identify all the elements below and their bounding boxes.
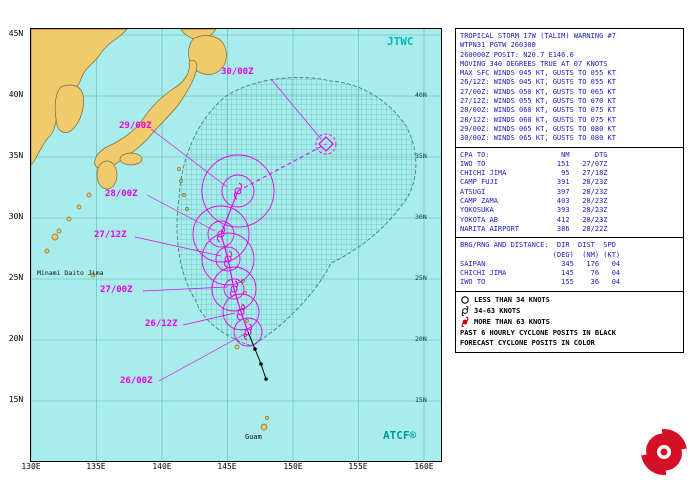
lat-label-40n: 40N xyxy=(8,90,24,99)
mariana-islands xyxy=(260,416,269,431)
lat-right-30n: 30N xyxy=(415,213,427,221)
legend-label: 34-63 KNOTS xyxy=(474,306,521,315)
legend-label: MORE THAN 63 KNOTS xyxy=(474,317,550,326)
typhoon-symbol-icon xyxy=(461,317,469,328)
warning-text-panel: TROPICAL STORM 17W (TALIM) WARNING #7 WT… xyxy=(455,28,684,353)
track-label-27-00z: 27/00Z xyxy=(100,285,133,295)
legend-section: LESS THAN 34 KNOTS 34-63 KNOTS MORE THAN… xyxy=(455,290,684,353)
track-label-30-00z: 30/00Z xyxy=(221,67,254,77)
lat-right-15n: 15N xyxy=(415,396,427,404)
track-label-29-00z: 29/00Z xyxy=(119,121,152,131)
landmasses xyxy=(31,29,269,431)
past-track xyxy=(247,331,268,381)
legend-item-ts: 34-63 KNOTS xyxy=(460,306,679,317)
track-label-26-12z: 26/12Z xyxy=(145,319,178,329)
lon-label-140e: 140E xyxy=(152,462,172,471)
lat-right-25n: 25N xyxy=(415,274,427,282)
lon-label-130e: 130E xyxy=(21,462,41,471)
lat-right-35n: 35N xyxy=(415,152,427,160)
lat-label-30n: 30N xyxy=(8,212,24,221)
legend-label: LESS THAN 34 KNOTS xyxy=(474,295,550,304)
bearing-range-table: BRG/RNG AND DISTANCE: DIR DIST SPD (DEG)… xyxy=(460,241,621,287)
typhoon-logo xyxy=(641,428,687,476)
map-canvas xyxy=(31,29,441,461)
cpa-section: CPA TO: NM DTG IWO TO 151 27/07Z CHICHI … xyxy=(455,146,684,239)
warning-text: TROPICAL STORM 17W (TALIM) WARNING #7 WT… xyxy=(460,32,616,143)
open-circle-icon xyxy=(461,296,469,304)
lon-label-150e: 150E xyxy=(283,462,303,471)
leader-lines xyxy=(134,78,322,382)
lon-label-145e: 145E xyxy=(217,462,237,471)
land-hokkaido xyxy=(188,35,227,75)
legend-note-forecast: FORECAST CYCLONE POSITS IN COLOR xyxy=(460,339,595,348)
lon-label-135e: 135E xyxy=(86,462,106,471)
track-map: 30/00Z 29/00Z 28/00Z 27/12Z 27/00Z 26/12… xyxy=(30,28,442,462)
warning-header-section: TROPICAL STORM 17W (TALIM) WARNING #7 WT… xyxy=(455,28,684,148)
lat-right-40n: 40N xyxy=(415,91,427,99)
lat-label-15n: 15N xyxy=(8,395,24,404)
lat-label-25n: 25N xyxy=(8,273,24,282)
lat-label-45n: 45N xyxy=(8,29,24,38)
ryukyu-islands xyxy=(44,192,92,254)
lat-label-20n: 20N xyxy=(8,334,24,343)
land-shikoku xyxy=(119,152,143,166)
cpa-table: CPA TO: NM DTG IWO TO 151 27/07Z CHICHI … xyxy=(460,150,608,233)
lat-right-20n: 20N xyxy=(415,335,427,343)
legend-note-past: PAST 6 HOURLY CYCLONE POSITS IN BLACK xyxy=(460,328,616,337)
jtwc-label: JTWC xyxy=(387,35,414,48)
lon-label-160e: 160E xyxy=(414,462,434,471)
bearing-range-section: BRG/RNG AND DISTANCE: DIR DIST SPD (DEG)… xyxy=(455,237,684,292)
track-label-27-12z: 27/12Z xyxy=(94,230,127,240)
forecast-cone xyxy=(176,77,417,347)
place-label-minami-daito: Minami Daito Jima xyxy=(37,269,104,277)
land-korea xyxy=(54,84,84,133)
lon-label-155e: 155E xyxy=(348,462,368,471)
minami-daito-island xyxy=(90,272,96,278)
land-kyushu xyxy=(96,160,118,190)
track-label-28-00z: 28/00Z xyxy=(105,189,138,199)
lat-label-35n: 35N xyxy=(8,151,24,160)
atcf-label: ATCF® xyxy=(383,429,417,442)
legend-item-td: LESS THAN 34 KNOTS xyxy=(460,295,679,306)
storm-symbol-icon xyxy=(461,306,469,317)
forecast-diamond xyxy=(318,136,334,152)
wind-radii xyxy=(192,133,337,347)
place-label-guam: Guam xyxy=(245,433,262,441)
track-label-26-00z: 26/00Z xyxy=(120,376,153,386)
legend-item-typhoon: MORE THAN 63 KNOTS xyxy=(460,317,679,328)
